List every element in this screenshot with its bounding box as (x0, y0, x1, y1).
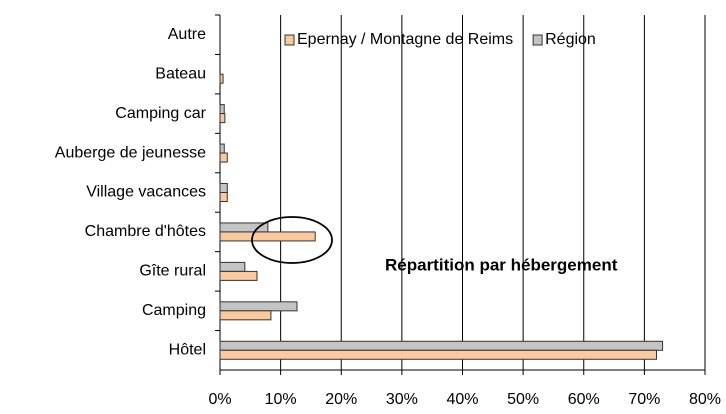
x-tick-label: 70% (628, 391, 660, 408)
bar (219, 310, 272, 321)
x-tick-label: 30% (386, 391, 418, 408)
y-tick-label: Autre (168, 26, 206, 43)
bar (219, 192, 228, 202)
y-tick-label: Camping car (115, 105, 206, 122)
legend-label: Epernay / Montagne de Reims (297, 31, 513, 48)
y-tick-label: Hôtel (169, 341, 206, 358)
highlight-ellipse (251, 216, 333, 264)
bar (219, 222, 269, 233)
bar (219, 340, 664, 351)
x-tick-label: 40% (446, 391, 478, 408)
bar (219, 270, 258, 281)
bar (219, 143, 225, 154)
x-tick-label: 50% (507, 391, 539, 408)
bar (219, 183, 228, 193)
bar (219, 152, 228, 163)
y-tick-label: Bateau (155, 65, 206, 82)
bar (219, 104, 225, 115)
y-tick-label: Auberge de jeunesse (55, 144, 206, 161)
bar (219, 349, 657, 360)
y-tick-label: Gîte rural (139, 263, 206, 280)
legend-label: Région (545, 31, 596, 48)
y-tick-label: Chambre d'hôtes (85, 223, 206, 240)
x-tick-label: 60% (568, 391, 600, 408)
x-tick-label: 0% (208, 391, 231, 408)
bar (219, 113, 226, 124)
x-tick-label: 20% (325, 391, 357, 408)
legend-swatch (532, 34, 543, 46)
annotation: Répartition par hébergement (385, 255, 618, 274)
bar (219, 73, 224, 84)
bar (219, 301, 298, 312)
legend-swatch (284, 34, 295, 46)
y-tick-label: Village vacances (86, 184, 206, 201)
bar (219, 231, 316, 242)
bar (219, 261, 246, 272)
x-tick-label: 10% (265, 391, 297, 408)
x-tick-label: 80% (689, 391, 721, 408)
y-tick-label: Camping (142, 302, 206, 319)
